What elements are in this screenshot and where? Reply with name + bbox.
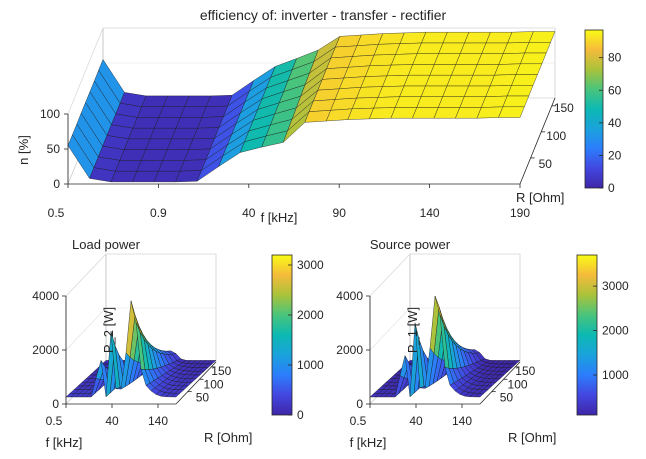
efficiency-chart: efficiency of: inverter - transfer - rec… (16, 7, 622, 225)
y-axis-label: R [Ohm] (516, 190, 564, 205)
x-tick-label: 90 (333, 206, 347, 220)
colorbar-tick-label: 0 (608, 181, 615, 195)
y-tick-label: 50 (196, 391, 210, 405)
colorbar-tick-label: 0 (297, 408, 304, 422)
y-axis (479, 361, 521, 405)
grid-line (67, 27, 104, 115)
z-tick-label: 0 (356, 397, 363, 411)
x-axis-label: f [kHz] (46, 435, 83, 450)
y-axis-label: R [Ohm] (508, 430, 556, 445)
x-axis-label: f [kHz] (261, 210, 298, 225)
z-tick-label: 0 (52, 397, 59, 411)
chart-title: Load power (72, 237, 141, 252)
colorbar-tick-label: 2000 (297, 308, 324, 322)
colorbar-tick-label: 3000 (602, 279, 629, 293)
x-tick-label: 0.5 (46, 414, 63, 428)
z-tick-label: 50 (47, 142, 61, 156)
x-tick-label: 140 (452, 414, 472, 428)
y-axis (519, 97, 556, 185)
load-power-chart: Load power 0 2000 4000 P_2 [W] 0.5 40 140 f [kHz… (32, 237, 324, 450)
z-tick-label: 4000 (32, 289, 59, 303)
colorbar-tick-label: 40 (608, 116, 622, 130)
grid-line (369, 253, 411, 297)
colorbar-tick-label: 3000 (297, 258, 324, 272)
grid-line (369, 307, 411, 351)
y-tick-label: 100 (508, 377, 528, 391)
x-tick-label: 140 (148, 414, 168, 428)
chart-title: efficiency of: inverter - transfer - rec… (200, 7, 447, 23)
surface-patch (520, 52, 547, 65)
y-tick-label: 50 (539, 157, 553, 171)
x-tick-label: 40 (242, 206, 256, 220)
y-tick-label: 150 (554, 101, 574, 115)
x-tick-label: 140 (420, 206, 440, 220)
chart-title: Source power (370, 237, 451, 252)
surface-patch (474, 393, 485, 398)
surface-patch (528, 31, 556, 43)
grid-line (65, 253, 107, 297)
z-tick-label: 100 (40, 107, 60, 121)
z-axis-label: P_2 [W] (101, 307, 116, 353)
efficiency-surface (67, 31, 556, 183)
power-colorbar: 1000 2000 3000 (576, 254, 629, 416)
x-tick-label: 40 (409, 414, 423, 428)
grid-line (65, 307, 107, 351)
z-tick-label: 2000 (336, 343, 363, 357)
colorbar-tick-label: 2000 (602, 324, 629, 338)
colorbar-tick-label: 80 (608, 51, 622, 65)
x-tick-label: 0.9 (150, 206, 167, 220)
y-tick-label: 100 (204, 377, 224, 391)
y-tick-label: 150 (515, 364, 535, 378)
surface-patch (502, 95, 530, 108)
z-tick-label: 4000 (336, 289, 363, 303)
z-tick-label: 2000 (32, 343, 59, 357)
z-tick-label: 0 (53, 177, 60, 191)
x-axis-label: f [kHz] (350, 435, 387, 450)
surface-patch (515, 63, 543, 75)
y-axis (175, 361, 217, 405)
surface-patch (170, 393, 181, 398)
y-tick-label: 150 (211, 364, 231, 378)
colorbar-tick-label: 1000 (297, 358, 324, 372)
x-tick-label: 0.5 (48, 206, 65, 220)
z-axis-label: n [%] (16, 135, 31, 165)
surface-patch (511, 74, 538, 86)
colorbar-tick-label: 60 (608, 83, 622, 97)
efficiency-colorbar: 0 20 40 60 80 (584, 29, 622, 195)
y-axis-label: R [Ohm] (204, 430, 252, 445)
power-surface (369, 295, 521, 398)
source-power-chart: Source power 0 2000 4000 P_1 [W] 0.5 40 140 f [k… (336, 237, 629, 450)
colorbar-bar (584, 29, 604, 189)
colorbar-bar (576, 254, 598, 416)
x-tick-label: 40 (105, 414, 119, 428)
colorbar-bar (271, 254, 293, 416)
surface-patch (498, 106, 525, 118)
power-surface (65, 300, 217, 398)
y-tick-label: 50 (500, 391, 514, 405)
z-axis-label: P_1 [W] (405, 307, 420, 353)
x-tick-label: 0.5 (350, 414, 367, 428)
surface-patch (506, 85, 534, 97)
x-tick-label: 190 (510, 206, 530, 220)
colorbar-tick-label: 20 (608, 148, 622, 162)
colorbar-tick-label: 1000 (602, 368, 629, 382)
y-tick-label: 100 (546, 129, 566, 143)
surface-patch (524, 42, 551, 54)
power-colorbar: 0 1000 2000 3000 (271, 254, 324, 422)
